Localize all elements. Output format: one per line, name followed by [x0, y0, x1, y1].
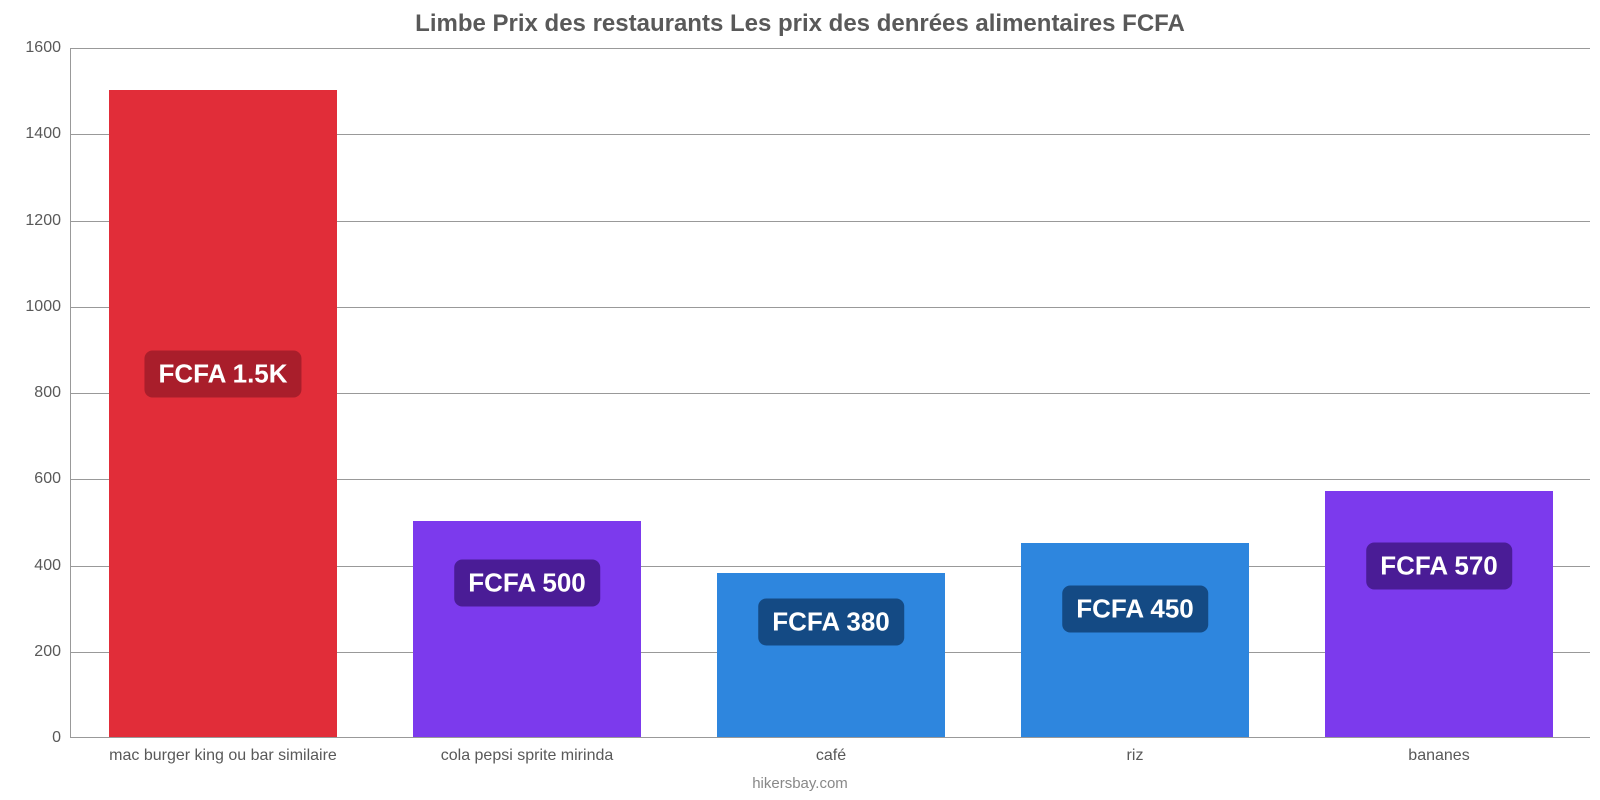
value-badge: FCFA 500 [454, 559, 600, 606]
bar [1325, 491, 1553, 737]
bar [1021, 543, 1249, 737]
x-tick-label: mac burger king ou bar similaire [109, 737, 337, 765]
y-tick-label: 1200 [25, 212, 71, 230]
y-tick-label: 800 [34, 384, 71, 402]
value-badge: FCFA 570 [1366, 542, 1512, 589]
bar [413, 521, 641, 737]
y-tick-label: 0 [52, 729, 71, 747]
plot-area: 02004006008001000120014001600mac burger … [70, 48, 1590, 738]
x-tick-label: bananes [1408, 737, 1469, 765]
x-tick-label: cola pepsi sprite mirinda [441, 737, 614, 765]
value-badge: FCFA 450 [1062, 585, 1208, 632]
gridline [71, 48, 1590, 49]
bar [109, 90, 337, 737]
y-tick-label: 1600 [25, 39, 71, 57]
chart-attribution: hikersbay.com [0, 775, 1600, 792]
value-badge: FCFA 380 [758, 598, 904, 645]
x-tick-label: riz [1127, 737, 1144, 765]
y-tick-label: 200 [34, 643, 71, 661]
y-tick-label: 1000 [25, 298, 71, 316]
y-tick-label: 400 [34, 557, 71, 575]
y-tick-label: 1400 [25, 125, 71, 143]
chart-container: Limbe Prix des restaurants Les prix des … [0, 0, 1600, 800]
y-tick-label: 600 [34, 470, 71, 488]
value-badge: FCFA 1.5K [144, 350, 301, 397]
chart-title: Limbe Prix des restaurants Les prix des … [0, 10, 1600, 38]
x-tick-label: café [816, 737, 846, 765]
